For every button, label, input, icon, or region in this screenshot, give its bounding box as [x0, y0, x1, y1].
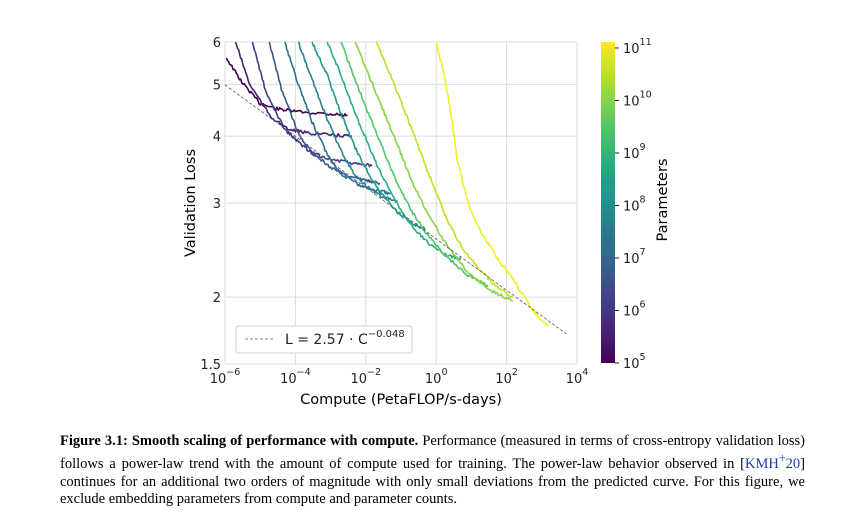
x-tick-label-3: 100: [425, 367, 448, 387]
colorbar-tick-exp-1: 6: [640, 299, 646, 310]
colorbar-tick-base-4: 10: [623, 147, 640, 162]
caption-text-part2: ] continues for an additional two orders…: [60, 456, 805, 508]
legend-label-main: L = 2.57 · C: [285, 332, 368, 348]
x-tick-exp-4: 2: [512, 367, 518, 378]
series-line-run-12: [435, 41, 549, 328]
legend-box: [235, 325, 413, 354]
series-line-run-1: [225, 57, 348, 117]
grid: [224, 41, 578, 365]
series-line-run-11: [375, 41, 514, 299]
series-line-run-4: [268, 41, 381, 186]
y-tick-label-1: 2: [213, 291, 221, 306]
y-tick-label-4: 5: [213, 78, 221, 93]
x-tick-exp-0: −6: [226, 367, 240, 378]
x-tick-exp-5: 4: [582, 367, 588, 378]
x-axis-label: Compute (PetaFLOP/s-days): [300, 392, 502, 408]
citation-year: 20: [785, 456, 801, 473]
colorbar-tick-label-4: 109: [623, 142, 646, 162]
x-tick-exp-3: 0: [441, 367, 447, 378]
x-tick-label-1: 10−4: [280, 367, 311, 387]
colorbar-tick-label-5: 1010: [623, 89, 652, 109]
x-tick-base-3: 10: [425, 372, 442, 387]
colorbar-tick-base-1: 10: [623, 304, 640, 319]
x-tick-label-4: 102: [495, 367, 518, 387]
colorbar-tick-label-3: 108: [623, 194, 646, 214]
series-line-run-10: [354, 41, 513, 302]
y-tick-label-2: 3: [213, 197, 221, 212]
series-line-run-6: [297, 41, 398, 203]
fit-line: [224, 84, 567, 335]
y-tick-label-3: 4: [213, 130, 221, 145]
y-tick-label-0: 1.5: [200, 358, 221, 373]
series-line-run-9: [340, 41, 489, 288]
colorbar-tick-exp-3: 8: [640, 194, 646, 205]
x-tick-label-2: 10−2: [351, 367, 382, 387]
x-tick-base-0: 10: [210, 372, 227, 387]
colorbar-tick-base-6: 10: [623, 42, 640, 57]
y-tick-label-5: 6: [213, 36, 221, 51]
colorbar-label: Parameters: [655, 159, 671, 242]
colorbar-tick-exp-5: 10: [640, 89, 652, 100]
colorbar-tick-exp-2: 7: [640, 247, 646, 258]
colorbar-tick-label-1: 106: [623, 299, 646, 319]
x-axis-ticks: 10−6 10−4 10−2 100 102 104: [210, 367, 589, 387]
x-tick-base-4: 10: [495, 372, 512, 387]
figure-caption: Figure 3.1: Smooth scaling of performanc…: [60, 433, 805, 508]
colorbar: [601, 42, 615, 363]
series-line-run-3: [251, 41, 373, 168]
colorbar-tick-label-6: 1011: [623, 37, 652, 57]
colorbar-tick-base-0: 10: [623, 357, 640, 372]
caption-text-part1: Performance (measured in terms of cross-…: [60, 433, 805, 473]
citation-sup: +: [778, 451, 786, 466]
legend-label: L = 2.57 · C−0.048: [285, 329, 405, 348]
colorbar-tick-base-5: 10: [623, 94, 640, 109]
y-axis-ticks: 1.5 2 3 4 5 6: [200, 36, 221, 373]
colorbar-tick-base-3: 10: [623, 199, 640, 214]
y-axis-label: Validation Loss: [183, 149, 199, 257]
caption-title: Smooth scaling of performance with compu…: [131, 433, 419, 449]
x-tick-label-5: 104: [566, 367, 589, 387]
series-group: [225, 41, 549, 328]
colorbar-tick-exp-0: 5: [640, 352, 646, 363]
citation-base: KMH: [745, 456, 779, 473]
x-tick-base-5: 10: [566, 372, 583, 387]
legend: L = 2.57 · C−0.048: [235, 325, 413, 354]
series-line-run-2: [234, 41, 352, 138]
x-tick-base-1: 10: [280, 372, 297, 387]
series-line-run-8: [326, 41, 462, 262]
x-tick-base-2: 10: [351, 372, 368, 387]
x-tick-exp-2: −2: [367, 367, 381, 378]
colorbar-tick-label-2: 107: [623, 247, 646, 267]
colorbar-tick-base-2: 10: [623, 252, 640, 267]
colorbar-tick-exp-6: 11: [640, 37, 652, 48]
x-tick-label-0: 10−6: [210, 367, 241, 387]
caption-label: Figure 3.1:: [60, 433, 128, 449]
x-tick-exp-1: −4: [297, 367, 311, 378]
legend-label-exponent: −0.048: [368, 329, 405, 340]
citation-link[interactable]: KMH+20: [745, 451, 801, 473]
colorbar-tick-label-0: 105: [623, 352, 646, 372]
colorbar-tick-exp-4: 9: [640, 142, 646, 153]
